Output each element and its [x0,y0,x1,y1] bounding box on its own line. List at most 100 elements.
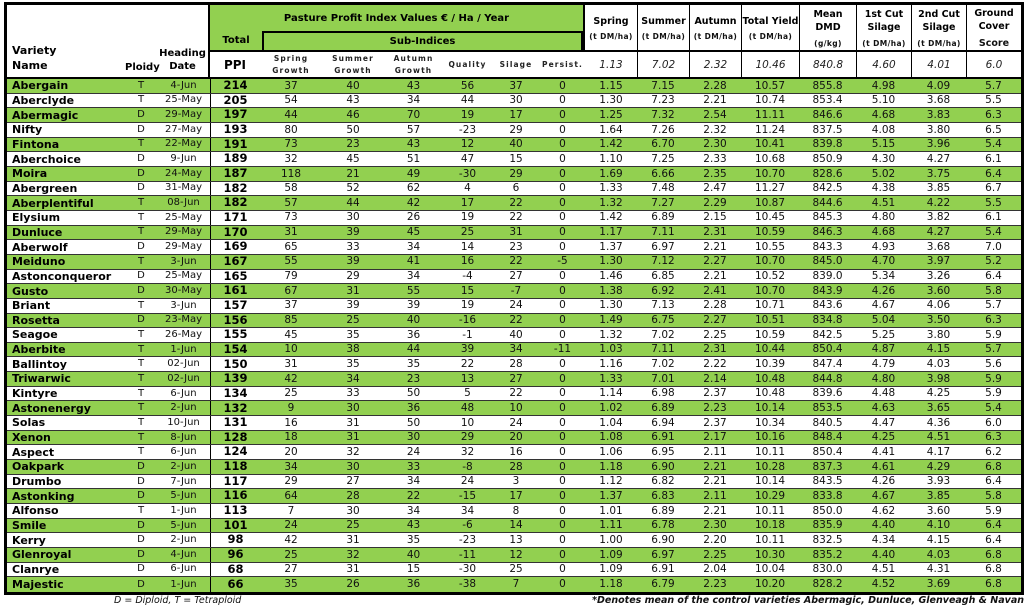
summer-growth: 32 [346,445,360,458]
quality: 10 [460,416,475,429]
summer-yield: 7.32 [651,108,675,121]
summer-yield: 7.48 [651,182,675,195]
variety-name: Ballintoy [12,357,67,371]
autumn-growth: 43 [406,519,421,532]
ground-cover-score: 6.5 [985,123,1002,136]
ground-cover-score: 6.8 [985,548,1002,561]
ppi-value: 169 [210,240,260,254]
ploidy: D [137,167,145,179]
table-header: Variety Name Ploidy Heading Date Pasture… [7,5,1021,79]
heading-date: 02-Jun [167,358,200,370]
first-cut-silage: 5.15 [871,138,896,151]
mean-dmd: 845.0 [812,255,843,268]
autumn-yield: 2.37 [703,387,727,400]
summer-growth: 33 [346,240,360,253]
variety-name: Dunluce [12,225,63,239]
second-cut-silage: 3.60 [926,284,951,297]
second-cut-silage: 4.25 [926,387,951,400]
autumn-growth: 34 [406,270,421,283]
heading-date: 29-May [164,109,202,121]
col-header-label: Total Yield [742,15,799,27]
autumn-growth: 24 [406,445,421,458]
summer-yield: 6.98 [651,387,675,400]
autumn-growth: 26 [406,211,421,224]
first-cut-silage: 4.80 [871,211,896,224]
ploidy: D [137,534,145,546]
ground-cover-score: 6.8 [985,578,1002,591]
summer-growth: 50 [346,123,360,136]
mean-dmd: 850.0 [812,504,843,517]
silage: 7 [512,578,520,591]
ppi-value: 131 [210,416,260,430]
autumn-growth: 40 [406,548,421,561]
quality: 39 [460,343,475,356]
silage: 16 [509,445,523,458]
autumn-growth: 45 [406,226,421,239]
ploidy: D [137,182,145,194]
heading-date: 2-Jun [170,534,197,546]
ground-cover-score: 6.1 [985,152,1002,165]
total-yield: 10.55 [754,240,786,253]
yield-column-headers: Spring (t DM/ha) Summer (t DM/ha) Autumn (t D… [585,5,1021,52]
col-header-1st-cut-silage: 1st Cut Silage (t DM/ha) [856,5,911,50]
persistency: 0 [559,226,566,239]
ppi-value: 154 [210,342,260,357]
ploidy: T [137,211,145,223]
silage: 14 [509,519,523,532]
autumn-growth: 49 [406,167,421,180]
autumn-yield: 2.27 [703,255,727,268]
autumn-yield: 2.21 [703,504,727,517]
ground-cover-score: 5.7 [985,79,1002,92]
heading-date: 6-Jun [170,563,197,575]
persistency: 0 [559,504,566,517]
silage: 24 [509,299,523,312]
summer-yield: 6.70 [651,138,675,151]
autumn-growth: 51 [406,152,421,165]
spring-growth: 64 [284,489,298,502]
table-row: Alfonso T 1-Jun 113 7 30 34 34 8 0 1.01 6.89 2.21 10.… [7,504,1021,519]
variety-name: Moira [12,167,48,181]
spring-yield: 1.32 [599,328,623,341]
autumn-yield: 2.31 [703,343,727,356]
col-header-summer-growth: Summer Growth [332,53,374,75]
silage: 10 [509,402,523,415]
second-cut-silage: 4.15 [926,343,951,356]
col-header-unit: (t DM/ha) [693,32,738,42]
summer-yield: 7.15 [651,79,675,92]
summer-growth: 31 [346,416,360,429]
quality: 34 [460,504,475,517]
second-cut-silage: 3.93 [926,475,951,488]
mean-dmd: 830.0 [812,563,843,576]
silage: 28 [509,358,523,371]
ground-cover-score: 5.2 [985,255,1002,268]
mean-dmd: 845.3 [812,211,843,224]
total-yield: 10.11 [754,533,786,546]
quality: -8 [462,460,473,473]
silage: 6 [512,182,520,195]
variety-name: Aberplentiful [12,196,94,210]
second-cut-silage: 4.31 [926,563,951,576]
silage: 8 [512,504,520,517]
first-cut-silage: 4.79 [871,358,896,371]
autumn-growth: 35 [406,358,421,371]
first-cut-silage: 4.68 [871,226,896,239]
ppi-table: Variety Name Ploidy Heading Date Pasture… [4,2,1024,595]
ground-cover-score: 5.7 [985,343,1002,356]
summer-yield: 7.13 [651,299,675,312]
spring-yield: 1.00 [599,533,623,546]
autumn-growth: 22 [406,489,421,502]
second-cut-silage: 3.75 [926,167,951,180]
total-yield: 11.24 [754,123,786,136]
quality: 24 [460,475,475,488]
total-yield: 10.18 [754,519,786,532]
first-cut-silage: 4.40 [871,548,896,561]
total-yield: 10.29 [754,489,786,502]
autumn-growth: 40 [406,314,421,327]
silage: 17 [509,108,523,121]
ppi-value: 128 [210,430,260,445]
spring-yield: 1.08 [599,431,623,444]
quality: 47 [460,152,475,165]
variety-name: Kintyre [12,387,58,401]
variety-name: Rosetta [12,313,60,327]
first-cut-silage: 4.80 [871,372,896,385]
